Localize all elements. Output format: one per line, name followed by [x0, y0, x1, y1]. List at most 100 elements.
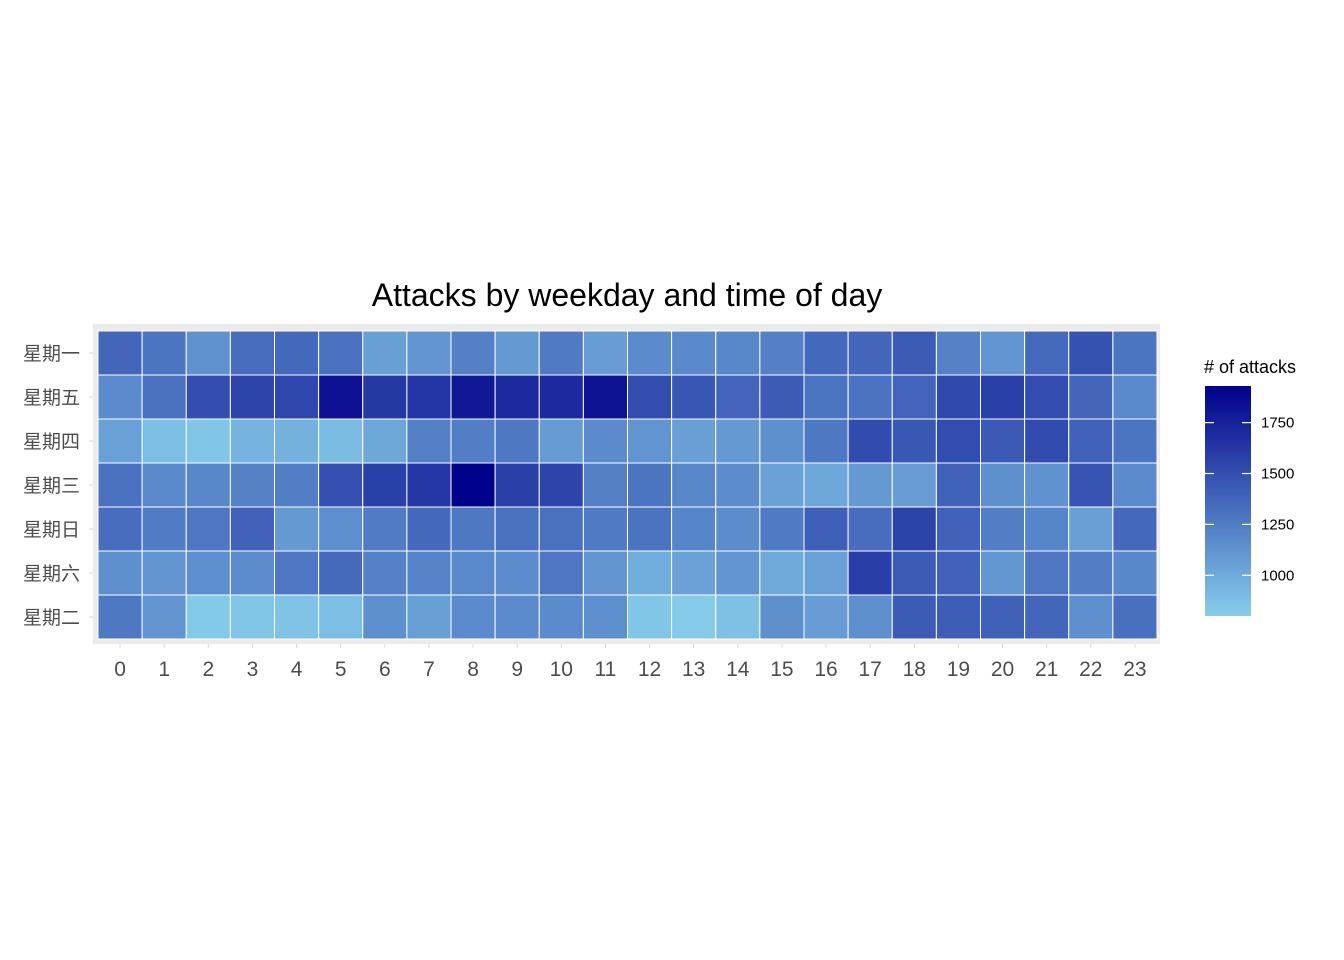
heatmap-cell	[980, 330, 1026, 376]
x-tick-label: 21	[1035, 658, 1058, 681]
heatmap-cell	[582, 374, 628, 420]
heatmap-cell	[318, 330, 364, 376]
heatmap-cell	[627, 374, 673, 420]
heatmap-cell	[715, 418, 761, 464]
legend-tick-label: 1250	[1261, 516, 1294, 533]
x-tick-label: 22	[1079, 658, 1102, 681]
heatmap-cell	[229, 330, 275, 376]
heatmap-cell	[450, 550, 496, 596]
heatmap-cell	[847, 594, 893, 640]
heatmap-cell	[627, 462, 673, 508]
heatmap-cell	[847, 506, 893, 552]
heatmap-cell	[980, 418, 1026, 464]
heatmap-cell	[935, 418, 981, 464]
y-tick-label: 星期二	[23, 607, 80, 629]
heatmap-cell	[141, 418, 187, 464]
heatmap-cell	[185, 374, 231, 420]
heatmap-cell	[671, 550, 717, 596]
heatmap-cell	[362, 594, 408, 640]
heatmap-tiles	[97, 330, 1158, 640]
heatmap-cell	[627, 594, 673, 640]
heatmap-cell	[229, 594, 275, 640]
heatmap-cell	[406, 594, 452, 640]
heatmap-cell	[627, 506, 673, 552]
x-tick-label: 6	[379, 658, 391, 681]
heatmap-cell	[538, 374, 584, 420]
heatmap-cell	[1112, 418, 1158, 464]
heatmap-cell	[97, 462, 143, 508]
heatmap-cell	[229, 462, 275, 508]
heatmap-cell	[538, 594, 584, 640]
heatmap-cell	[450, 594, 496, 640]
heatmap-cell	[1024, 418, 1070, 464]
heatmap-cell	[362, 462, 408, 508]
x-tick-label: 1	[158, 658, 170, 681]
x-tick-marks	[119, 644, 1136, 648]
x-tick-label: 18	[903, 658, 926, 681]
heatmap-cell	[671, 374, 717, 420]
x-tick-label: 13	[682, 658, 705, 681]
heatmap-cell	[803, 374, 849, 420]
heatmap-cell	[935, 330, 981, 376]
heatmap-cell	[759, 506, 805, 552]
heatmap-cell	[715, 330, 761, 376]
heatmap-cell	[891, 550, 937, 596]
heatmap-cell	[450, 462, 496, 508]
heatmap-cell	[229, 418, 275, 464]
heatmap-cell	[627, 550, 673, 596]
heatmap-cell	[759, 550, 805, 596]
heatmap-cell	[891, 506, 937, 552]
legend-tick-label: 1000	[1261, 567, 1294, 584]
heatmap-cell	[1024, 506, 1070, 552]
heatmap-cell	[318, 418, 364, 464]
heatmap-cell	[274, 462, 320, 508]
heatmap-cell	[141, 506, 187, 552]
heatmap-cell	[582, 418, 628, 464]
heatmap-cell	[229, 506, 275, 552]
heatmap-cell	[406, 330, 452, 376]
heatmap-cell	[274, 330, 320, 376]
heatmap-cell	[1024, 330, 1070, 376]
heatmap-cell	[538, 418, 584, 464]
heatmap-cell	[715, 550, 761, 596]
heatmap-cell	[97, 330, 143, 376]
heatmap-cell	[715, 506, 761, 552]
heatmap-cell	[450, 418, 496, 464]
heatmap-cell	[891, 462, 937, 508]
heatmap-cell	[406, 506, 452, 552]
heatmap-cell	[980, 374, 1026, 420]
heatmap-cell	[406, 418, 452, 464]
heatmap-cell	[406, 462, 452, 508]
heatmap-cell	[274, 550, 320, 596]
heatmap-cell	[847, 374, 893, 420]
y-tick-marks	[89, 352, 93, 618]
heatmap-cell	[582, 550, 628, 596]
heatmap-cell	[362, 550, 408, 596]
x-tick-label: 15	[770, 658, 793, 681]
heatmap-cell	[274, 506, 320, 552]
heatmap-cell	[627, 330, 673, 376]
heatmap-cell	[141, 374, 187, 420]
heatmap-cell	[318, 594, 364, 640]
heatmap-cell	[1112, 594, 1158, 640]
heatmap-cell	[97, 506, 143, 552]
heatmap-cell	[1068, 550, 1114, 596]
legend-title: # of attacks	[1204, 357, 1296, 377]
heatmap-cell	[229, 550, 275, 596]
heatmap-cell	[450, 506, 496, 552]
y-tick-label: 星期四	[23, 431, 80, 453]
heatmap-cell	[891, 594, 937, 640]
legend-tick-label: 1750	[1261, 415, 1294, 432]
y-tick-label: 星期日	[23, 519, 80, 541]
heatmap-cell	[494, 550, 540, 596]
heatmap-cell	[980, 550, 1026, 596]
heatmap-cell	[494, 594, 540, 640]
heatmap-cell	[759, 594, 805, 640]
heatmap-cell	[715, 374, 761, 420]
x-tick-label: 14	[726, 658, 750, 681]
heatmap-cell	[494, 462, 540, 508]
y-tick-label: 星期三	[23, 475, 80, 497]
heatmap-cell	[318, 550, 364, 596]
heatmap-cell	[1112, 506, 1158, 552]
heatmap-cell	[185, 506, 231, 552]
